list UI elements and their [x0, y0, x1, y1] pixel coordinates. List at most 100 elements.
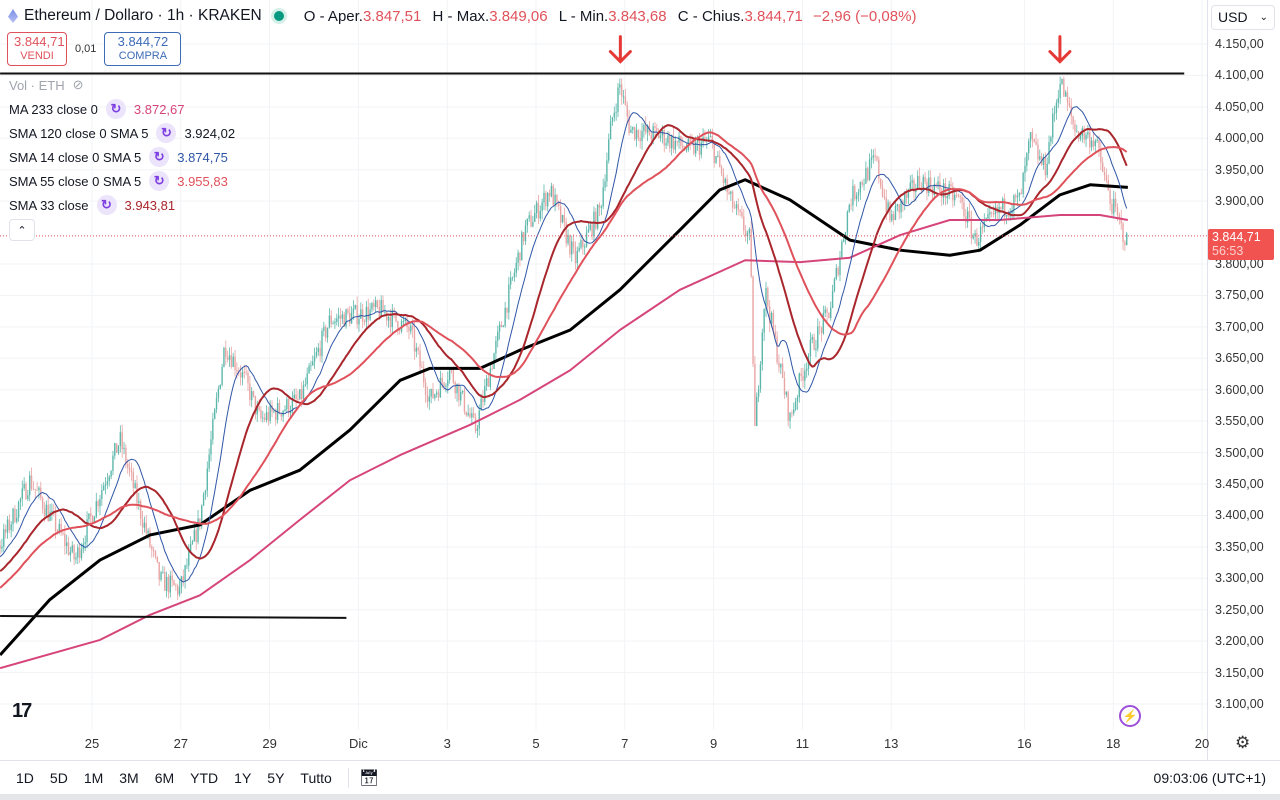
candle-body [896, 204, 899, 206]
candle-body [358, 318, 360, 325]
candle-body [484, 386, 486, 403]
indicator-name: SMA 120 close 0 SMA 5 [9, 125, 149, 141]
candle-body [426, 394, 429, 402]
candle-body [676, 140, 678, 143]
range-button-5d[interactable]: 5D [49, 769, 68, 786]
y-tick-label: 3.650,00 [1215, 351, 1264, 366]
volume-indicator[interactable]: Vol · ETH ⊘ [9, 73, 235, 97]
candle-body [356, 305, 358, 325]
candle-body [408, 327, 410, 332]
candle-body [946, 195, 948, 199]
candle-body [367, 306, 369, 320]
candle-body [848, 205, 850, 212]
price-chart[interactable] [0, 0, 1207, 760]
buy-button[interactable]: 3.844,72 COMPRA [104, 32, 182, 66]
legend-item[interactable]: SMA 55 close 0 SMA 5 ↻ 3.955,83 [9, 169, 235, 193]
candle-body [402, 320, 405, 322]
candle-body [509, 277, 512, 285]
range-button-1d[interactable]: 1D [16, 769, 34, 786]
candle-body [817, 326, 819, 349]
x-tick-label: 5 [532, 736, 540, 751]
buy-price: 3.844,72 [117, 34, 169, 49]
candle-body [415, 347, 418, 352]
candle-body [1116, 207, 1119, 215]
candle-body [158, 562, 160, 580]
symbol-title[interactable]: Ethereum / Dollaro · 1h · KRAKEN [24, 7, 262, 24]
candle-body [132, 472, 134, 489]
candle-body [267, 412, 270, 421]
range-button-tutto[interactable]: Tutto [300, 769, 332, 786]
high-label: H - Max. [432, 7, 490, 25]
candle-body [86, 519, 88, 543]
candle-body [794, 401, 797, 410]
candle-body [774, 331, 776, 337]
tradingview-logo[interactable]: 17 [12, 700, 32, 722]
candle-body [809, 339, 812, 357]
candle-body [545, 192, 547, 207]
refresh-icon[interactable]: ↻ [149, 147, 170, 167]
candle-body [539, 210, 541, 219]
current-price-label: 3.844,71 56:53 [1208, 229, 1274, 260]
candle-body [793, 409, 795, 414]
candle-body [343, 314, 345, 327]
candle-body [175, 585, 177, 586]
sell-button[interactable]: 3.844,71 VENDI [7, 32, 67, 66]
refresh-icon[interactable]: ↻ [149, 171, 170, 191]
candle-body [881, 186, 884, 197]
legend-item[interactable]: SMA 120 close 0 SMA 5 ↻ 3.924,02 [9, 121, 235, 145]
candle-body [284, 409, 286, 411]
candle-body [1100, 148, 1102, 163]
range-button-6m[interactable]: 6M [154, 769, 175, 786]
price-axis[interactable] [1207, 0, 1280, 760]
eye-hidden-icon[interactable]: ⊘ [72, 77, 84, 92]
refresh-icon[interactable]: ↻ [96, 195, 117, 215]
refresh-icon[interactable]: ↻ [105, 99, 126, 119]
candle-body [1103, 172, 1106, 176]
candle-body [561, 214, 564, 223]
candle-body [328, 315, 331, 328]
range-button-1m[interactable]: 1M [83, 769, 104, 786]
candle-body [865, 168, 867, 184]
candle-body [143, 522, 146, 528]
collapse-legend-button[interactable]: ⌃ [9, 219, 35, 241]
range-button-1y[interactable]: 1Y [234, 769, 252, 786]
range-button-ytd[interactable]: YTD [190, 769, 219, 786]
candle-body [502, 325, 504, 328]
candle-body [756, 396, 758, 426]
calendar-goto-icon[interactable]: 📅︎ [358, 769, 380, 787]
candle-body [1002, 198, 1004, 210]
candle-body [349, 312, 351, 324]
candle-body [870, 157, 873, 160]
lightning-icon[interactable]: ⚡ [1119, 705, 1141, 727]
candle-body [184, 565, 186, 581]
candle-body [591, 224, 593, 237]
candle-body [404, 319, 406, 321]
refresh-icon[interactable]: ↻ [156, 123, 177, 143]
candle-body [498, 324, 501, 332]
candle-body [213, 409, 216, 419]
candle-body [937, 181, 939, 186]
candle-body [260, 410, 262, 419]
candle-body [291, 398, 294, 411]
candle-body [472, 413, 475, 418]
candle-body [265, 412, 268, 420]
gear-icon[interactable]: ⚙ [1235, 733, 1251, 752]
range-button-5y[interactable]: 5Y [267, 769, 285, 786]
candle-body [918, 175, 921, 187]
legend-item[interactable]: SMA 14 close 0 SMA 5 ↻ 3.874,75 [9, 145, 235, 169]
candle-body [572, 241, 575, 248]
candle-body [43, 508, 46, 516]
legend-item[interactable]: SMA 33 close ↻ 3.943,81 [9, 193, 235, 217]
currency-select[interactable]: USD ⌄ [1211, 5, 1275, 30]
candle-body [112, 455, 114, 471]
range-button-3m[interactable]: 3M [119, 769, 139, 786]
candle-body [491, 368, 493, 370]
candle-body [54, 512, 57, 532]
candle-body [916, 175, 919, 190]
clock[interactable]: 09:03:06 (UTC+1) [1153, 770, 1266, 786]
candle-body [363, 321, 366, 323]
candle-body [761, 332, 763, 365]
legend-item[interactable]: MA 233 close 0 ↻ 3.872,67 [9, 97, 235, 121]
candle-body [813, 337, 815, 350]
candle-body [585, 232, 588, 247]
